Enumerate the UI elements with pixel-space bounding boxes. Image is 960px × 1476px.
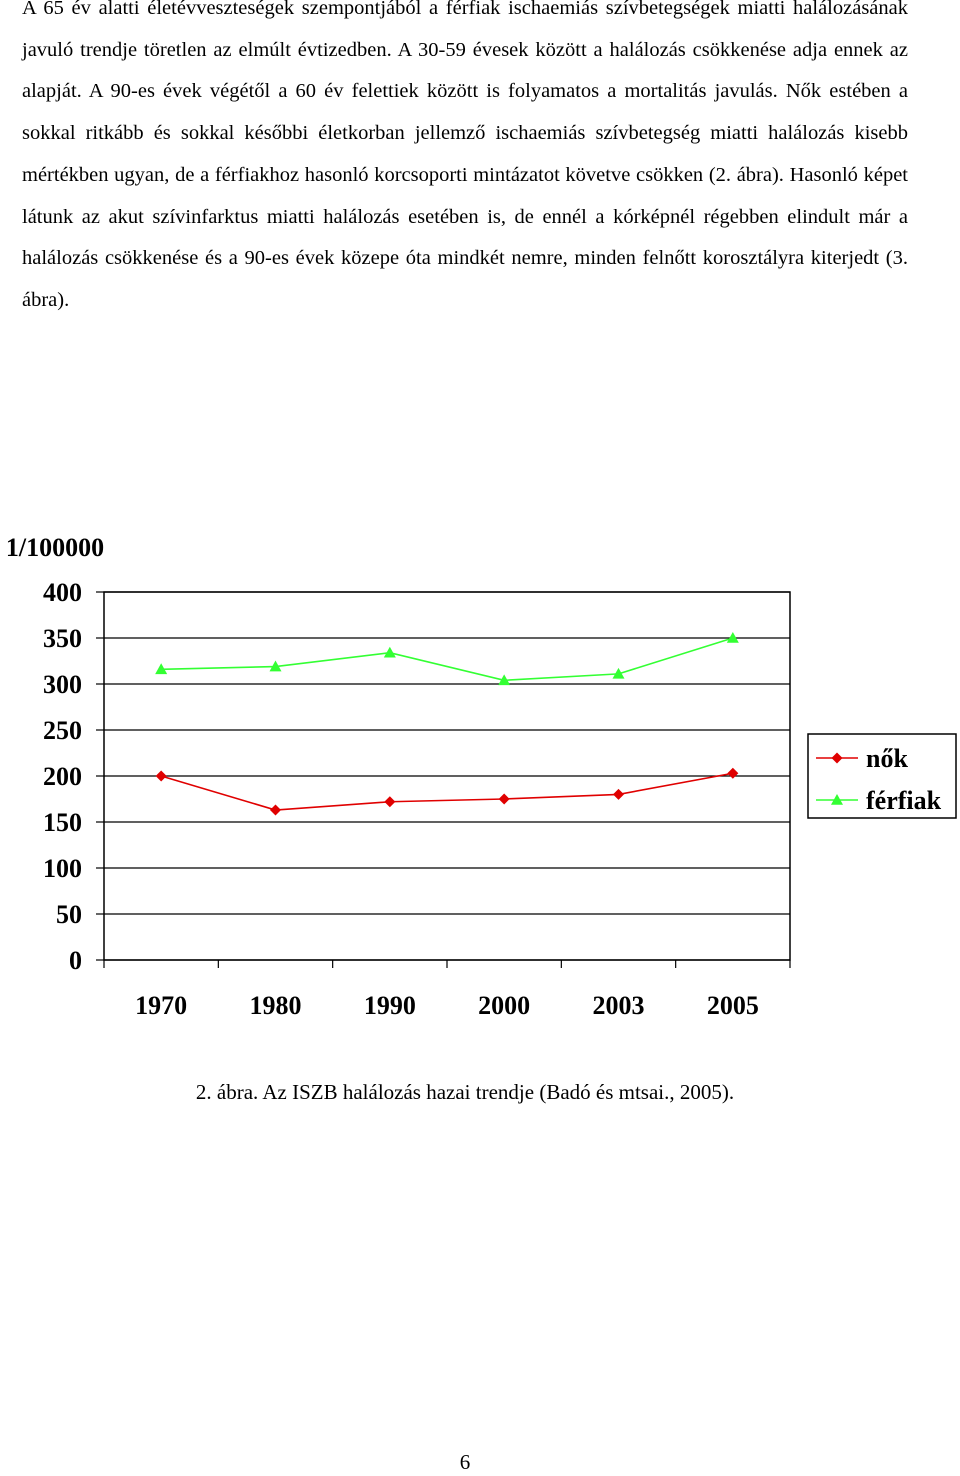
x-tick-label: 2000	[478, 991, 530, 1020]
data-point	[613, 788, 624, 800]
gridlines	[104, 591, 790, 961]
y-axis-ticks: 0 50 100 150 200 250 300 350 400	[43, 578, 104, 975]
series-layer	[155, 632, 739, 816]
body-paragraph: A 65 év alatti életévveszteségek szempon…	[22, 0, 908, 311]
data-point	[831, 752, 843, 764]
y-tick-label: 50	[56, 900, 82, 929]
data-point	[155, 663, 168, 675]
legend-label: férfiak	[866, 786, 942, 815]
x-tick-label: 1970	[135, 991, 187, 1020]
data-point	[383, 646, 396, 658]
y-tick-label: 0	[69, 946, 82, 975]
y-tick-label: 200	[43, 762, 82, 791]
x-axis-ticks: 1970 1980 1990 2000 2003 2005	[103, 960, 791, 1020]
series-line	[161, 637, 734, 682]
x-tick-label: 2005	[707, 991, 759, 1020]
series-triangle	[155, 632, 739, 686]
data-point	[498, 674, 511, 686]
x-tick-label: 2003	[593, 991, 645, 1020]
data-point	[831, 794, 843, 805]
data-point	[384, 796, 396, 808]
legend-label: nők	[866, 744, 908, 773]
x-tick-label: 1980	[250, 991, 302, 1020]
y-tick-label: 100	[43, 854, 82, 883]
data-point	[269, 660, 282, 672]
data-point	[727, 767, 739, 779]
series-diamond	[155, 767, 739, 816]
y-tick-label: 400	[43, 578, 82, 607]
data-point	[155, 770, 167, 782]
y-tick-label: 300	[43, 670, 82, 699]
legend: nők férfiak	[807, 733, 957, 819]
y-axis-unit-label: 1/100000	[6, 533, 104, 562]
series-line	[160, 772, 733, 811]
y-tick-label: 250	[43, 716, 82, 745]
y-tick-label: 350	[43, 624, 82, 653]
figure-caption: 2. ábra. Az ISZB halálozás hazai trendje…	[195, 1080, 735, 1104]
data-point	[498, 793, 510, 805]
data-point	[270, 804, 281, 816]
data-point	[726, 632, 739, 643]
page-number: 6	[459, 1450, 471, 1474]
x-tick-label: 1990	[364, 991, 416, 1020]
y-tick-label: 150	[43, 808, 82, 837]
data-point	[612, 667, 625, 679]
